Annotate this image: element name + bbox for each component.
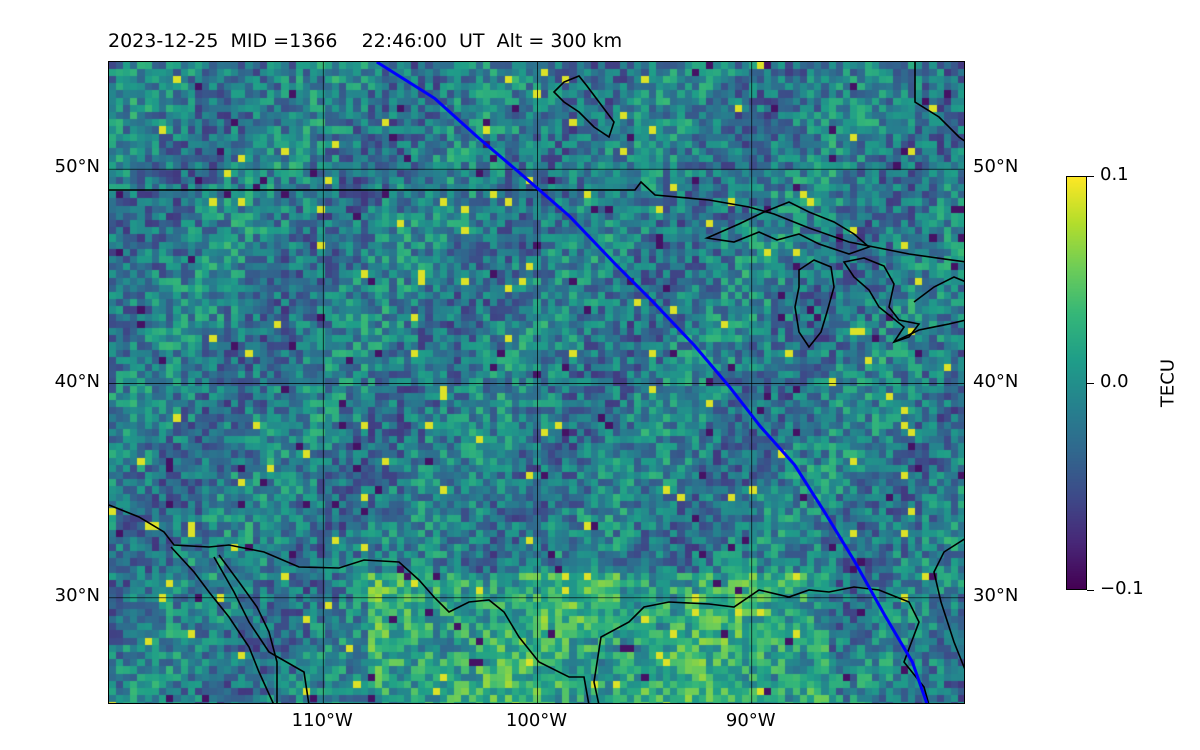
- coastline-northeast: [914, 62, 964, 142]
- baja-west: [170, 546, 274, 703]
- gridlines: [109, 62, 964, 703]
- satellite-track: [376, 62, 929, 703]
- us-mexico-border: [109, 504, 590, 703]
- colorbar-tick: [1087, 590, 1094, 591]
- lat-label-right: 50°N: [973, 156, 1019, 178]
- map-overlay: [109, 62, 964, 703]
- map-title: 2023-12-25 MID =1366 22:46:00 UT Alt = 3…: [108, 30, 623, 52]
- lat-label-left: 30°N: [54, 584, 100, 606]
- lon-label: 90°W: [725, 710, 776, 731]
- colorbar-tick: [1087, 176, 1094, 177]
- gulf-of-california: [213, 556, 310, 703]
- lon-label: 110°W: [291, 710, 353, 731]
- gulf-coast: [593, 586, 930, 703]
- colorbar-label: TECU: [1157, 358, 1179, 408]
- us-canada-border: [109, 180, 964, 263]
- lat-label-right: 40°N: [973, 370, 1019, 392]
- lat-label-left: 50°N: [54, 156, 100, 178]
- colorbar: [1066, 176, 1087, 590]
- colorbar-tick-label: 0.1: [1100, 164, 1129, 185]
- lon-label: 100°W: [505, 710, 568, 731]
- map-area[interactable]: [108, 61, 965, 704]
- baja-coast: [218, 554, 278, 703]
- lake-michigan: [794, 259, 835, 349]
- lake-erie: [893, 319, 964, 343]
- colorbar-tick-label: −0.1: [1100, 578, 1144, 599]
- lake-ontario: [913, 276, 964, 303]
- lake-huron: [842, 257, 921, 344]
- florida-coast: [933, 538, 964, 670]
- lake-superior: [704, 201, 871, 255]
- lat-label-left: 40°N: [54, 370, 100, 392]
- coastlines-borders: [109, 62, 964, 703]
- coastline-north: [552, 75, 615, 139]
- colorbar-tick: [1087, 383, 1094, 384]
- colorbar-tick-label: 0.0: [1100, 371, 1129, 392]
- lat-label-right: 30°N: [973, 584, 1019, 606]
